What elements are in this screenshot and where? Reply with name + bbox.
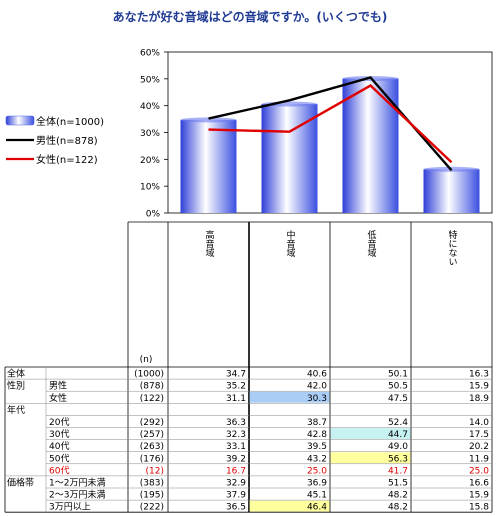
- cell-value: 40.6: [307, 370, 327, 380]
- cell-value: 51.5: [388, 479, 408, 489]
- cell-value: 35.2: [226, 382, 246, 392]
- cell-value: 39.5: [307, 442, 327, 452]
- legend-label: 男性(n=878): [36, 134, 98, 147]
- y-tick-label: 10%: [140, 183, 160, 193]
- cell-value: 25.0: [469, 466, 489, 476]
- row-label: 2～3万円未満: [49, 489, 105, 501]
- cell-value: 32.3: [226, 430, 246, 440]
- cell-value: 34.7: [226, 370, 246, 380]
- row-group-label: 全体: [7, 368, 25, 380]
- y-tick-label: 20%: [140, 156, 160, 166]
- cell-value: 38.7: [307, 418, 327, 428]
- row-group-label: 年代: [7, 404, 25, 416]
- cell-value: 32.9: [226, 479, 246, 489]
- cell-value: 30.3: [307, 394, 327, 404]
- row-label: 50代: [49, 453, 69, 464]
- row-n: (1000): [134, 370, 164, 380]
- cell-highlight: [249, 391, 330, 403]
- table-col-header: 特にない: [447, 229, 458, 266]
- cell-value: 42.8: [307, 430, 327, 440]
- cell-value: 46.4: [307, 503, 327, 513]
- legend-label: 女性(n=122): [36, 153, 98, 166]
- table-col-header: 低音域: [366, 229, 377, 257]
- cell-highlight: [330, 452, 411, 464]
- cell-value: 50.1: [388, 370, 408, 380]
- row-label: 30代: [49, 429, 69, 440]
- row-label: 20代: [49, 417, 69, 428]
- bar: [342, 78, 399, 213]
- cell-value: 42.0: [307, 382, 327, 392]
- cell-value: 36.5: [226, 503, 246, 513]
- row-n: (257): [140, 430, 164, 440]
- n-header: (n): [140, 355, 153, 365]
- cell-value: 49.0: [388, 442, 408, 452]
- series-line: [208, 84, 453, 164]
- row-n: (195): [140, 491, 164, 501]
- table-col-header: 中音域: [285, 229, 296, 257]
- cell-value: 41.7: [388, 466, 408, 476]
- cell-value: 48.2: [388, 503, 408, 513]
- cell-value: 47.5: [388, 394, 408, 404]
- y-tick-label: 50%: [140, 75, 160, 85]
- row-n: (383): [140, 479, 164, 489]
- row-label: 男性: [49, 380, 67, 392]
- cell-value: 45.1: [307, 491, 327, 501]
- legend-bar-swatch: [5, 115, 35, 126]
- cell-value: 15.9: [469, 491, 489, 501]
- row-n: (292): [140, 418, 164, 428]
- cell-value: 16.7: [226, 466, 246, 476]
- cell-value: 14.0: [469, 418, 489, 428]
- legend-label: 全体(n=1000): [36, 115, 104, 128]
- row-n: (176): [140, 454, 164, 464]
- row-group-label: 価格帯: [7, 477, 34, 489]
- row-label: 女性: [49, 392, 67, 404]
- cell-value: 31.1: [226, 394, 246, 404]
- cell-value: 44.7: [388, 430, 408, 440]
- y-tick-label: 40%: [140, 102, 160, 112]
- chart-title: あなたが好む音域はどの音域ですか。(いくつでも): [112, 10, 388, 24]
- y-tick-label: 30%: [140, 129, 160, 139]
- row-group-label: 性別: [7, 380, 25, 392]
- y-tick-label: 0%: [146, 210, 161, 220]
- table-col-header: 高音域: [204, 229, 215, 257]
- row-n: (878): [140, 382, 164, 392]
- row-label: 3万円以上: [49, 502, 91, 513]
- cell-value: 36.3: [226, 418, 246, 428]
- cell-value: 37.9: [226, 491, 246, 501]
- row-label: 60代: [49, 465, 69, 476]
- cell-value: 50.5: [388, 382, 408, 392]
- row-n: (12): [146, 466, 164, 476]
- bar: [423, 169, 480, 213]
- row-label: 40代: [49, 441, 69, 452]
- cell-highlight: [249, 500, 330, 512]
- cell-value: 18.9: [469, 394, 489, 404]
- row-n: (263): [140, 442, 164, 452]
- cell-value: 20.2: [469, 442, 489, 452]
- cell-value: 25.0: [307, 466, 327, 476]
- cell-value: 52.4: [388, 418, 408, 428]
- cell-value: 11.9: [469, 454, 489, 464]
- cell-value: 16.3: [469, 370, 489, 380]
- row-label: 1～2万円未満: [49, 477, 105, 489]
- cell-value: 17.5: [469, 430, 489, 440]
- cell-value: 43.2: [307, 454, 327, 464]
- cell-value: 15.8: [469, 503, 489, 513]
- cell-value: 33.1: [226, 442, 246, 452]
- bar-top: [180, 117, 237, 123]
- cell-value: 39.2: [226, 454, 246, 464]
- cell-value: 56.3: [388, 454, 408, 464]
- y-tick-label: 60%: [140, 49, 160, 59]
- cell-value: 36.9: [307, 479, 327, 489]
- cell-value: 16.6: [469, 479, 489, 489]
- cell-highlight: [330, 428, 411, 439]
- cell-value: 48.2: [388, 491, 408, 501]
- row-n: (122): [140, 394, 164, 404]
- row-n: (222): [140, 503, 164, 513]
- bar: [180, 119, 237, 213]
- cell-value: 15.9: [469, 382, 489, 392]
